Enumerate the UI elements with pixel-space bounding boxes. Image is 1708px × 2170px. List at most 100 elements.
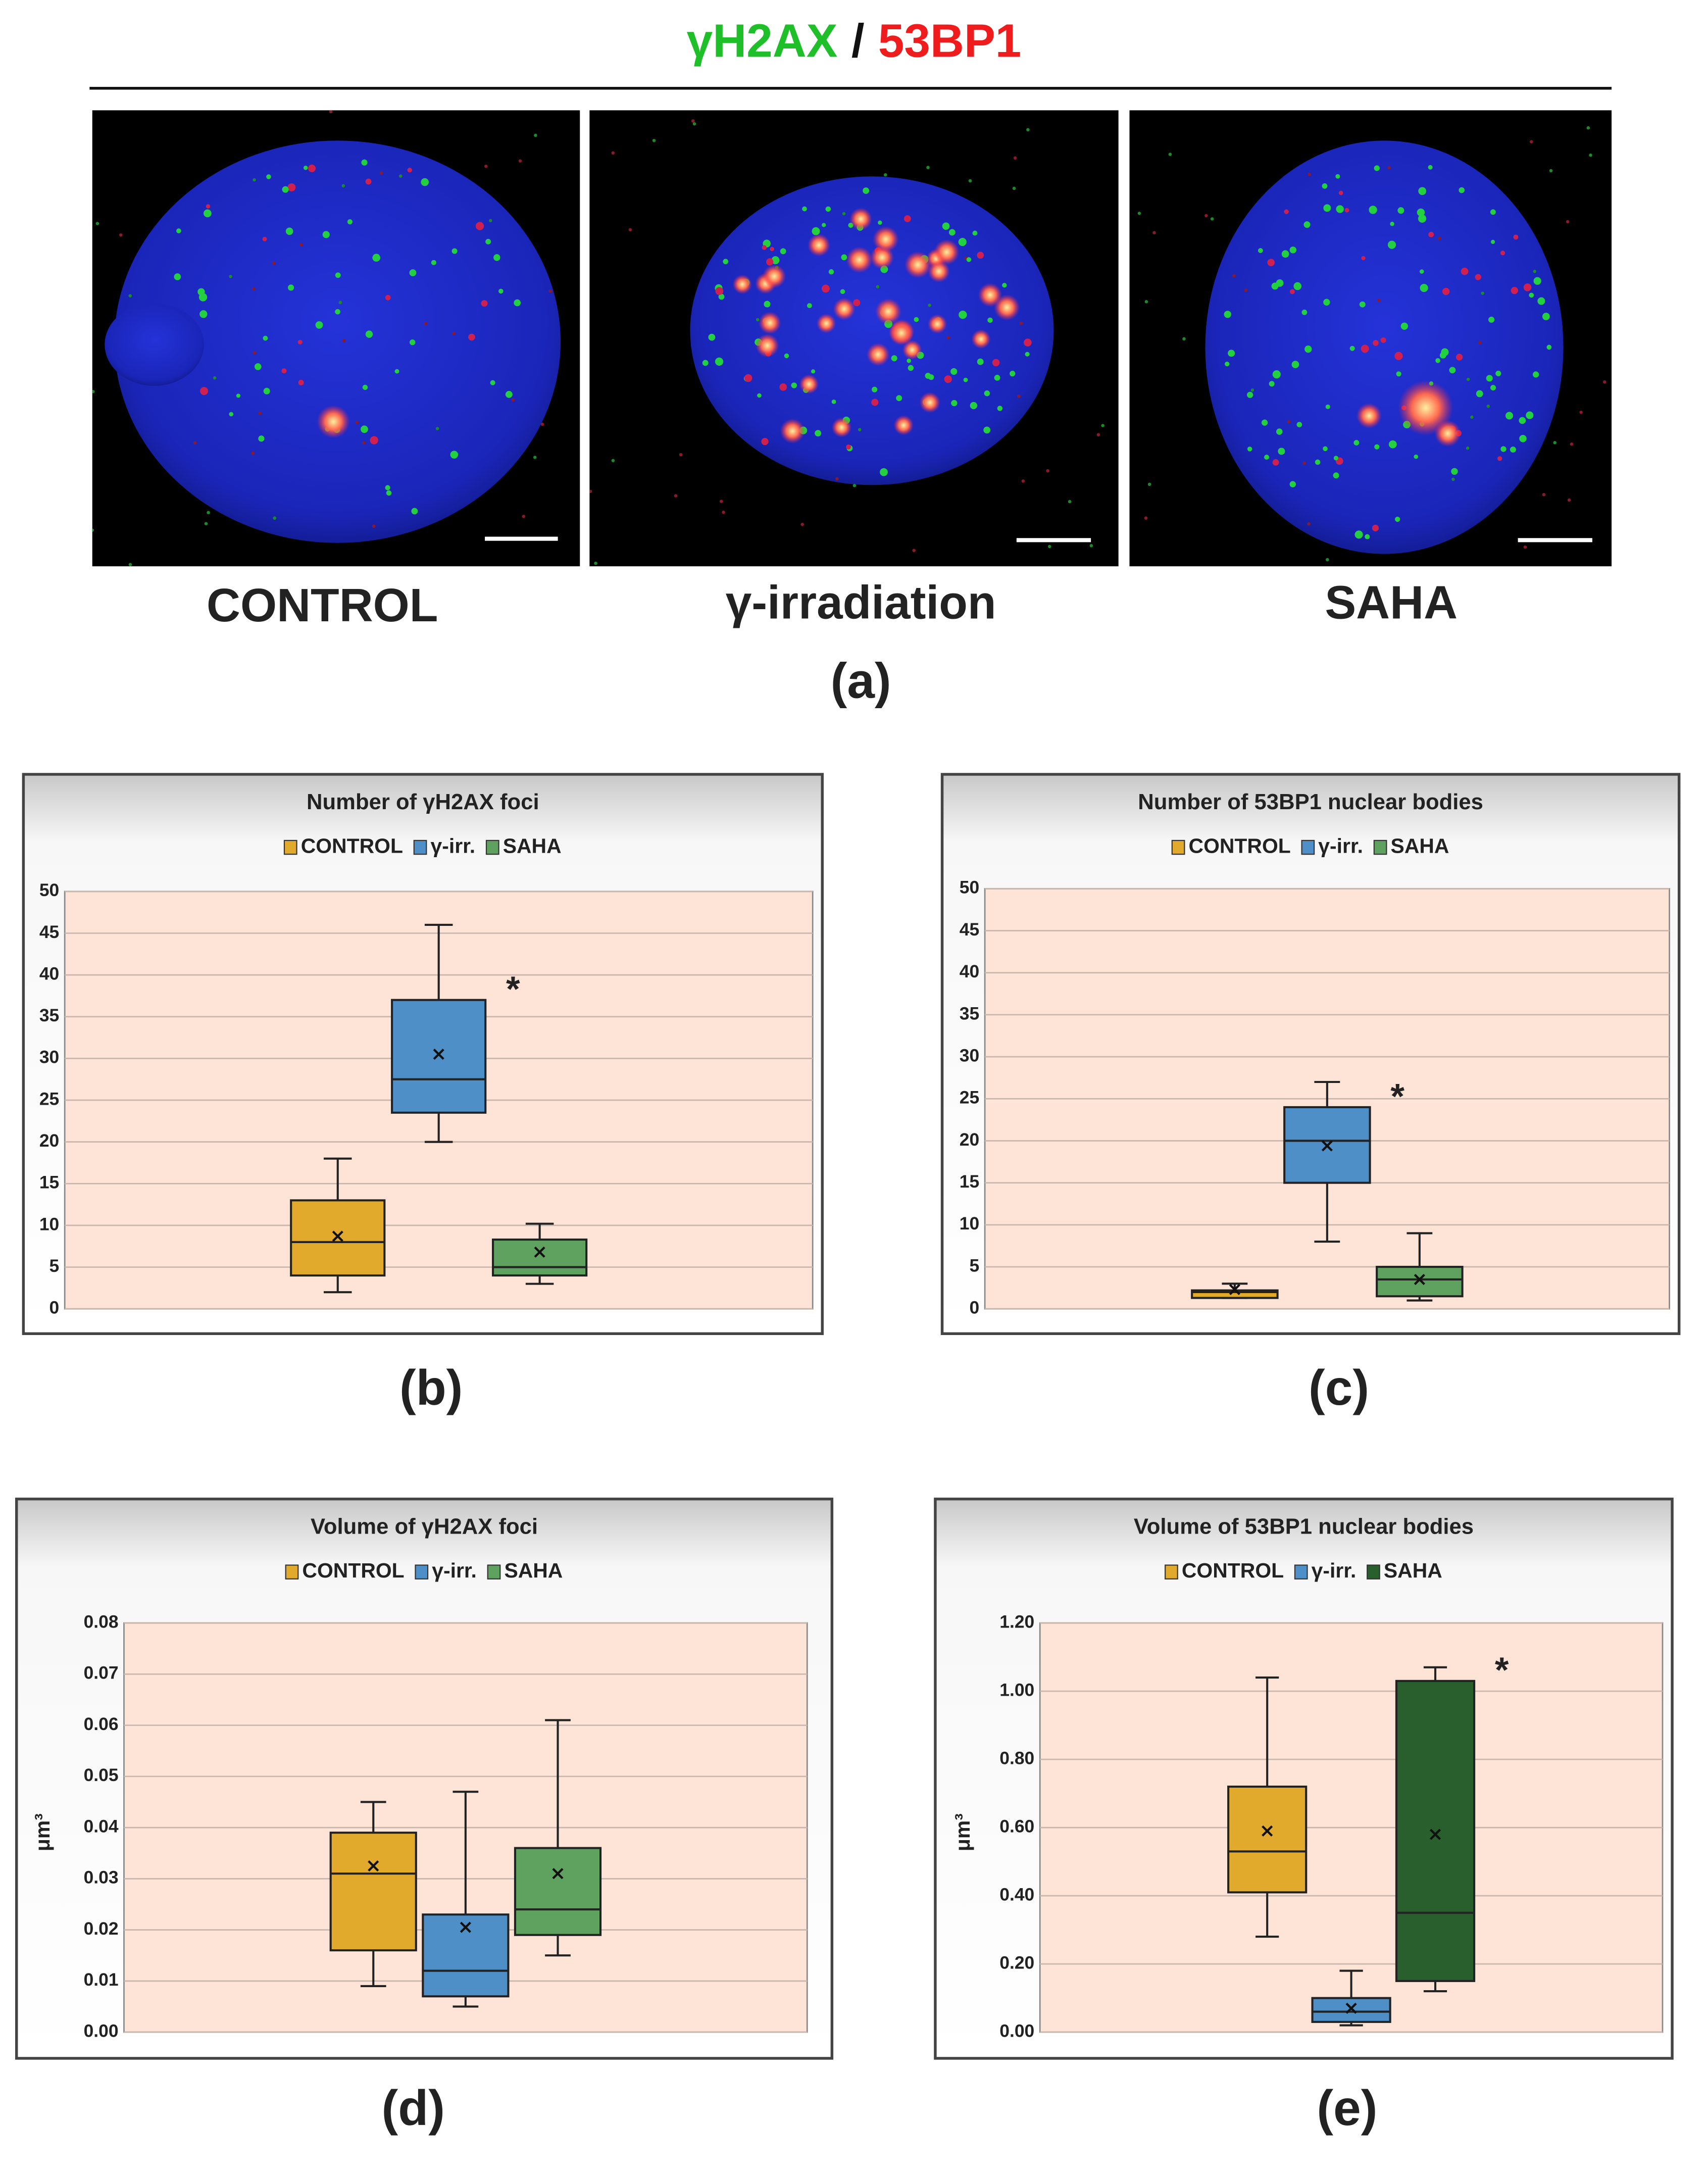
speck	[1315, 459, 1321, 465]
speck	[715, 357, 724, 366]
speck	[950, 368, 958, 375]
speck	[1013, 156, 1017, 160]
speck	[386, 490, 392, 496]
speck	[831, 399, 836, 404]
speck	[484, 164, 488, 168]
speck	[1395, 516, 1400, 522]
speck	[1511, 286, 1518, 294]
speck	[1529, 292, 1534, 298]
speck	[1478, 340, 1482, 344]
speck	[1225, 361, 1230, 367]
y-tick-label: 0.07	[84, 1663, 119, 1683]
mean-marker	[534, 1246, 545, 1258]
chart-title: Volume of γH2AX foci	[311, 1514, 538, 1539]
speck	[822, 223, 826, 227]
speck	[812, 227, 820, 235]
speck	[1542, 492, 1546, 497]
legend-swatch	[283, 840, 297, 855]
speck	[907, 358, 912, 363]
focus	[317, 405, 350, 438]
nucleus	[105, 303, 204, 386]
speck	[451, 248, 458, 254]
speck	[880, 468, 888, 476]
speck	[298, 379, 304, 385]
speck	[863, 187, 870, 194]
speck	[1287, 420, 1291, 424]
speck	[1546, 344, 1552, 350]
speck	[1394, 352, 1403, 360]
focus	[904, 251, 931, 278]
speck	[1284, 209, 1289, 214]
focus	[759, 311, 781, 334]
speck	[273, 516, 277, 520]
speck	[1361, 344, 1369, 353]
speck	[1513, 234, 1519, 240]
legend-label: γ-irr.	[432, 1559, 477, 1582]
speck	[303, 165, 308, 170]
speck	[468, 333, 475, 341]
speck	[815, 430, 822, 437]
speck	[1323, 204, 1331, 212]
nucleus	[690, 176, 1054, 485]
speck	[1272, 459, 1279, 466]
speck	[342, 338, 346, 342]
speck	[385, 485, 390, 490]
focus	[866, 343, 890, 366]
speck	[1264, 455, 1269, 460]
y-tick-label: 30	[39, 1047, 59, 1067]
y-tick-label: 0.05	[84, 1765, 119, 1785]
speck	[174, 273, 181, 280]
speck	[719, 500, 723, 503]
speck	[266, 174, 271, 179]
speck	[1500, 251, 1505, 256]
speck	[1307, 522, 1311, 526]
nucleus	[114, 140, 561, 543]
speck	[928, 304, 931, 307]
speck	[1579, 410, 1583, 414]
y-tick-label: 25	[960, 1088, 979, 1108]
speck	[1466, 446, 1470, 450]
speck	[878, 220, 882, 225]
speck	[1488, 316, 1495, 323]
speck	[1526, 411, 1534, 419]
speck	[983, 426, 991, 434]
speck	[372, 254, 380, 262]
speck	[1304, 346, 1312, 353]
speck	[1542, 313, 1550, 320]
speck	[926, 166, 930, 169]
title-part: /	[851, 14, 865, 67]
mean-marker	[332, 1230, 343, 1242]
speck	[1532, 371, 1539, 378]
speck	[756, 318, 760, 322]
speck	[1326, 558, 1329, 562]
speck	[204, 522, 208, 525]
speck	[1024, 338, 1032, 347]
speck	[490, 380, 495, 385]
y-tick-label: 0.80	[999, 1748, 1034, 1768]
speck	[1510, 447, 1516, 453]
speck	[1566, 220, 1570, 224]
speck	[1271, 282, 1279, 290]
speck	[407, 167, 412, 173]
speck	[1021, 479, 1025, 483]
speck	[1387, 240, 1396, 249]
panel-label: (c)	[1309, 1360, 1369, 1415]
focus	[875, 298, 901, 325]
speck	[1359, 301, 1366, 308]
speck	[315, 321, 323, 329]
speck	[236, 393, 241, 398]
speck	[1481, 291, 1484, 295]
speck	[1374, 444, 1380, 450]
speck	[229, 275, 232, 278]
speck	[784, 353, 789, 359]
speck	[1302, 461, 1307, 465]
speck	[1144, 300, 1148, 304]
speck	[744, 374, 752, 382]
speck	[1168, 153, 1172, 156]
speck	[1428, 165, 1433, 170]
speck	[1152, 231, 1156, 234]
speck	[1417, 208, 1425, 217]
image-label: γ-irradiation	[726, 576, 996, 629]
speck	[1486, 375, 1493, 382]
speck	[399, 174, 403, 178]
